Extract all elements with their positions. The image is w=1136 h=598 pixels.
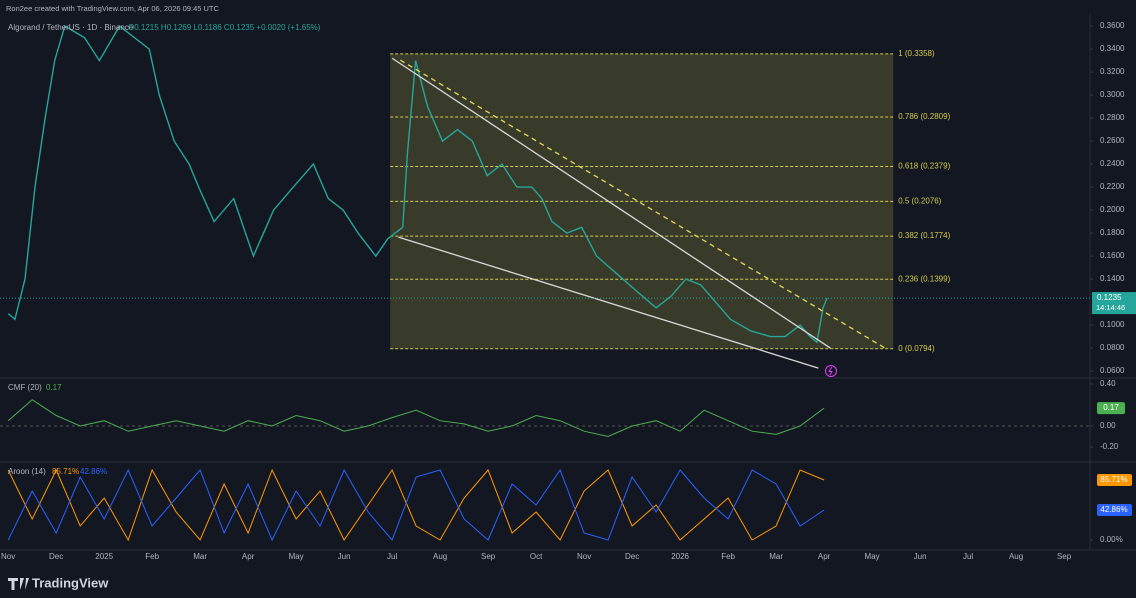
x-tick-label: Aug [1009, 552, 1023, 561]
y-tick-label: 0.1000 [1100, 320, 1125, 329]
y-tick-label: 0.2800 [1100, 113, 1125, 122]
y-tick-label: 0.0800 [1100, 343, 1125, 352]
x-tick-label: Mar [769, 552, 783, 561]
y-tick-label: 0.40 [1100, 379, 1116, 388]
logo [8, 578, 29, 590]
fib-label: 0.236 (0.1399) [898, 274, 950, 283]
x-tick-label: Sep [1057, 552, 1072, 561]
x-tick-label: Jun [914, 552, 927, 561]
y-tick-label: 0.1600 [1100, 251, 1125, 260]
x-tick-label: 2026 [671, 552, 689, 561]
y-tick-label: 0.1400 [1100, 274, 1125, 283]
last-value-label: 85.71% [1100, 475, 1127, 484]
x-tick-label: Dec [625, 552, 639, 561]
x-tick-label: Mar [193, 552, 207, 561]
pane-legend: CMF (20) [8, 383, 42, 392]
ohlc-legend: O0.1215 H0.1269 L0.1186 C0.1235 +0.0020 … [128, 23, 321, 32]
fib-label: 0.5 (0.2076) [898, 196, 941, 205]
y-tick-label: 0.00 [1100, 421, 1116, 430]
y-tick-label: -0.20 [1100, 442, 1119, 451]
last-value-box [1097, 402, 1125, 415]
pane-legend-value: 0.17 [46, 383, 62, 392]
last-value-box [1097, 473, 1132, 486]
x-tick-label: Nov [1, 552, 15, 561]
x-tick-label: Sep [481, 552, 496, 561]
x-tick-label: Jun [338, 552, 351, 561]
fib-label: 0.382 (0.1774) [898, 231, 950, 240]
trendline [399, 59, 886, 349]
last-value-box [1097, 503, 1132, 516]
x-tick-label: Apr [818, 552, 831, 561]
price-label: 0.1235 [1097, 293, 1122, 302]
x-tick-label: May [865, 552, 880, 561]
alert-icon-bolt [828, 366, 833, 376]
fib-label: 0.618 (0.2379) [898, 162, 950, 171]
series-line [7, 468, 825, 542]
x-tick-label: Jul [963, 552, 973, 561]
series-line [7, 25, 828, 344]
last-value-label: 0.17 [1103, 403, 1119, 412]
series-line [7, 468, 825, 542]
y-tick-label: 0.3600 [1100, 21, 1125, 30]
countdown: 14:14:46 [1096, 303, 1125, 312]
y-tick-label: 0.0600 [1100, 366, 1125, 375]
y-tick-label: 0.2400 [1100, 159, 1125, 168]
fib-label: 1 (0.3358) [898, 49, 935, 58]
x-tick-label: Nov [577, 552, 591, 561]
x-tick-label: Feb [721, 552, 735, 561]
alert-icon[interactable] [825, 365, 837, 377]
y-tick-label: 0.3200 [1100, 67, 1125, 76]
y-tick-label: 0.00% [1100, 535, 1123, 544]
y-tick-label: 0.2000 [1100, 205, 1125, 214]
x-tick-label: Aug [433, 552, 447, 561]
pane-legend-value: 85.71% [52, 467, 79, 476]
pane-legend: Algorand / TetherUS · 1D · Binance [8, 23, 134, 32]
trendline [391, 57, 831, 349]
x-tick-label: May [289, 552, 304, 561]
x-tick-label: Oct [530, 552, 543, 561]
x-tick-label: 2025 [95, 552, 113, 561]
fib-label: 0.786 (0.2809) [898, 112, 950, 121]
y-tick-label: 0.3000 [1100, 90, 1125, 99]
y-tick-label: 0.3400 [1100, 44, 1125, 53]
pane-legend-value: 42.86% [80, 467, 107, 476]
x-tick-label: Dec [49, 552, 63, 561]
x-tick-label: Feb [145, 552, 159, 561]
fib-label: 0 (0.0794) [898, 344, 935, 353]
y-tick-label: 0.2600 [1100, 136, 1125, 145]
trendline [398, 236, 819, 369]
y-tick-label: 0.1800 [1100, 228, 1125, 237]
last-value-label: 42.86% [1100, 505, 1127, 514]
x-tick-label: Jul [387, 552, 397, 561]
brand: TradingView [32, 575, 109, 590]
x-tick-label: Apr [242, 552, 255, 561]
price-box [1092, 292, 1136, 315]
pane-legend: Aroon (14) [8, 467, 46, 476]
credit: Ron2ee created with TradingView.com, Apr… [6, 4, 219, 13]
y-tick-label: 0.2200 [1100, 182, 1125, 191]
series-line [7, 399, 825, 438]
